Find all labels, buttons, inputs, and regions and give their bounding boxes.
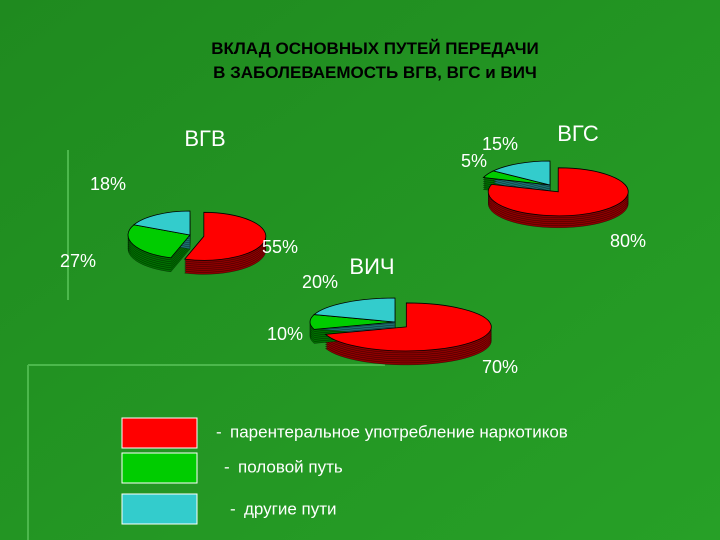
slice — [487, 167, 629, 217]
legend-dash: - — [230, 499, 236, 518]
pie-title: ВГС — [557, 121, 599, 146]
slice — [492, 160, 551, 186]
legend-dash: - — [216, 422, 222, 441]
legend-swatch — [121, 452, 198, 484]
pie-title: ВГВ — [184, 126, 225, 151]
slice — [313, 297, 396, 323]
legend: - парентеральное употребление наркотиков-… — [121, 417, 568, 525]
slice — [183, 211, 267, 261]
data-label: 15% — [482, 134, 518, 154]
data-label: 10% — [267, 324, 303, 344]
legend-label: другие пути — [244, 499, 337, 518]
legend-label: парентеральное употребление наркотиков — [230, 422, 568, 441]
slice — [127, 224, 191, 259]
data-label: 18% — [90, 174, 126, 194]
legend-label: половой путь — [238, 457, 343, 476]
slice — [132, 210, 191, 236]
data-label: 70% — [482, 357, 518, 377]
data-label: 20% — [302, 272, 338, 292]
slice — [324, 302, 492, 352]
legend-dash: - — [224, 457, 230, 476]
data-label: 55% — [262, 237, 298, 257]
pie-title: ВИЧ — [349, 254, 394, 279]
data-label: 80% — [610, 231, 646, 251]
data-label: 5% — [461, 151, 487, 171]
data-label: 27% — [60, 251, 96, 271]
slide-title: ВКЛАД ОСНОВНЫХ ПУТЕЙ ПЕРЕДАЧИ В ЗАБОЛЕВАЕ… — [211, 39, 539, 82]
legend-swatch — [121, 493, 198, 525]
legend-swatch — [121, 417, 198, 449]
